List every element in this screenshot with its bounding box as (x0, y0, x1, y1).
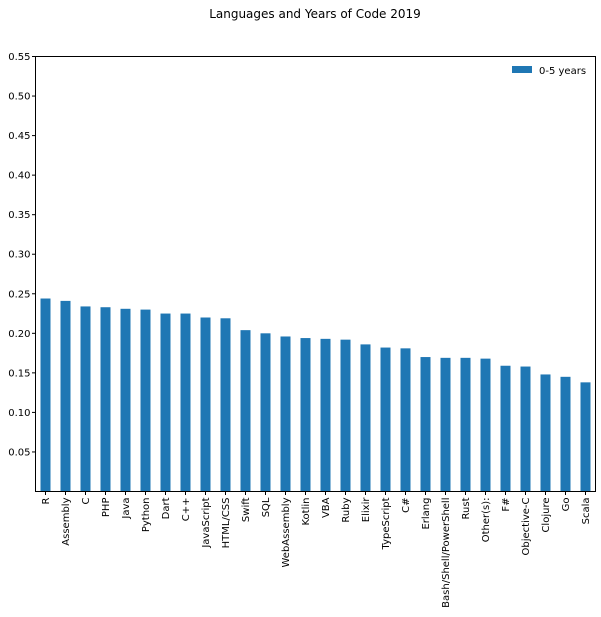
y-tick-label: 0.20 (8, 329, 30, 340)
x-tick-label: Kotlin (301, 498, 312, 526)
x-tick-label: Python (141, 498, 152, 533)
x-tick-label: WebAssembly (281, 497, 292, 567)
x-tick-label: Bash/Shell/PowerShell (441, 498, 452, 608)
x-tick-label: F# (501, 498, 512, 512)
bar (140, 309, 151, 492)
x-tick-label: SQL (261, 497, 272, 517)
legend-swatch (512, 66, 532, 73)
bar (40, 298, 51, 492)
x-tick-label: Dart (161, 497, 172, 519)
bar (160, 313, 171, 492)
bar (420, 357, 431, 492)
x-tick-label: Objective-C (521, 497, 532, 555)
x-tick-label: Elixir (361, 497, 372, 523)
bar (540, 374, 551, 492)
bar (180, 313, 191, 492)
bar (300, 338, 311, 492)
x-tick-label: Clojure (541, 498, 552, 533)
bar (400, 348, 411, 492)
x-tick-label: Java (121, 498, 132, 520)
y-tick-label: 0.35 (8, 210, 30, 221)
y-tick-label: 0.30 (8, 250, 30, 261)
x-tick-label: Assembly (61, 497, 72, 545)
bar (120, 308, 131, 492)
x-tick-label: PHP (101, 498, 112, 518)
bar (440, 357, 451, 492)
y-tick-label: 0.50 (8, 92, 30, 103)
bar (100, 307, 111, 492)
y-tick-label: 0.40 (8, 171, 30, 182)
x-tick-label: VBA (321, 497, 332, 518)
x-tick-label: C# (401, 498, 412, 513)
y-tick-label: 0.25 (8, 289, 30, 300)
plot-area: R Assembly C PHP Java Python Dart C++ JavaScript… (8, 52, 592, 608)
bar (460, 357, 471, 492)
x-tick-label: R (41, 497, 52, 504)
x-tick-label: Ruby (341, 497, 352, 522)
bar (520, 366, 531, 492)
y-tick-label: 0.10 (8, 408, 30, 419)
y-tick-label: 0.15 (8, 368, 30, 379)
x-tick-label: C++ (181, 498, 192, 522)
y-tick-label: 0.45 (8, 131, 30, 142)
bar (560, 376, 571, 492)
x-tick-label: Go (561, 498, 572, 512)
x-tick-label: Scala (581, 498, 592, 525)
bar (220, 318, 231, 492)
x-tick-label: Other(s): (481, 498, 492, 543)
x-tick-label: Rust (461, 497, 472, 519)
bar (500, 365, 511, 492)
bar (60, 300, 71, 492)
bar (580, 382, 591, 492)
x-tick-label: C (81, 497, 92, 504)
bar (260, 333, 271, 492)
bar (320, 338, 331, 492)
legend-label: 0-5 years (539, 66, 586, 77)
x-tick-label: Swift (241, 497, 252, 522)
y-tick-label: 0.55 (8, 52, 30, 63)
bar (200, 317, 211, 492)
chart-title: Languages and Years of Code 2019 (209, 7, 421, 21)
bar (340, 339, 351, 492)
bar (380, 347, 391, 492)
bar (480, 358, 491, 492)
x-tick-label: Erlang (421, 498, 432, 530)
bar (280, 336, 291, 492)
bar (80, 306, 91, 492)
legend: 0-5 years (512, 66, 586, 77)
x-tick-label: HTML/CSS (221, 498, 232, 549)
bar (240, 330, 251, 492)
x-tick-label: TypeScript (381, 497, 392, 550)
x-tick-label: JavaScript (201, 497, 212, 548)
y-tick-label: 0.05 (8, 447, 30, 458)
bar (360, 344, 371, 492)
axes-frame (35, 56, 596, 492)
